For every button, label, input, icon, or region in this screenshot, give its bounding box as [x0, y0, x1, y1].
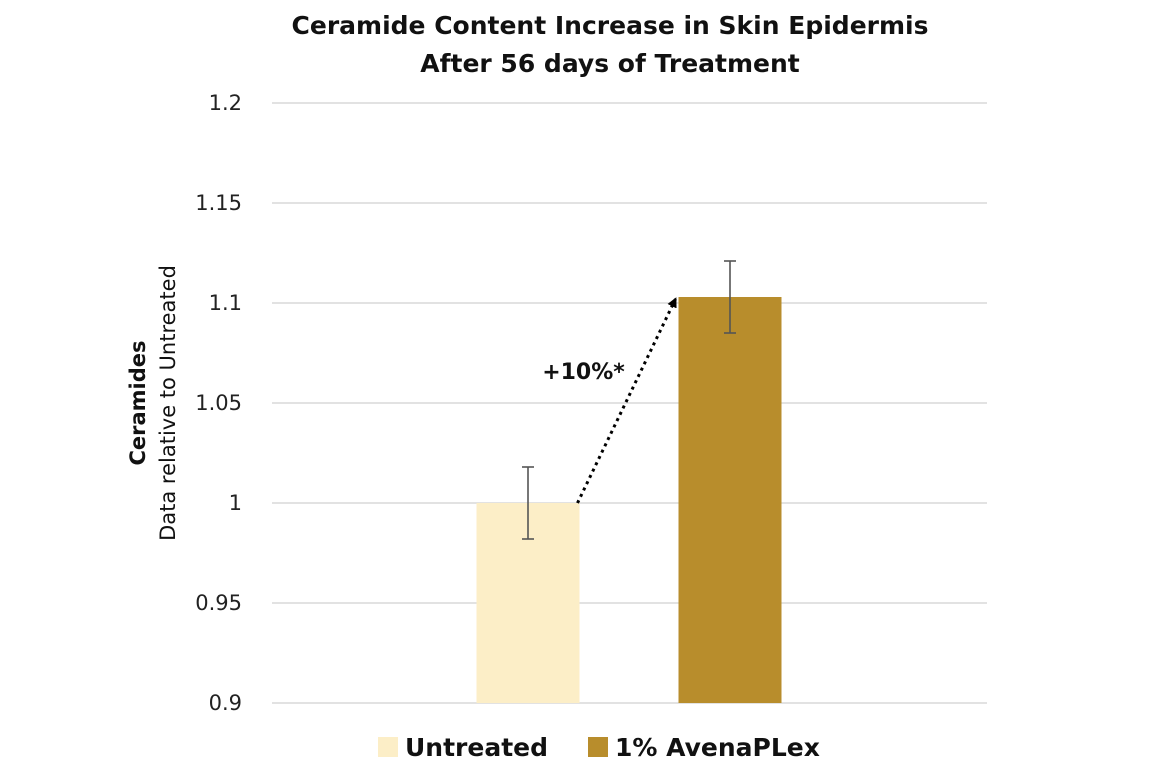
- bar-avenaplex: [678, 297, 782, 703]
- legend: Untreated 1% AvenaPLex: [378, 733, 820, 762]
- error-bar-untreated: [522, 466, 534, 540]
- y-tick-label: 0.9: [209, 691, 242, 715]
- gridlines: [272, 102, 987, 704]
- increase-label: +10%*: [542, 360, 625, 385]
- y-tick-label: 1.15: [195, 191, 242, 215]
- y-tick-label: 1: [229, 491, 242, 515]
- y-axis-label: Ceramides Data relative to Untreated: [126, 265, 180, 541]
- legend-swatch-untreated: [378, 737, 398, 757]
- bars: [476, 297, 782, 703]
- y-tick-label: 0.95: [195, 591, 242, 615]
- legend-label-avenaplex: 1% AvenaPLex: [615, 733, 820, 762]
- legend-swatch-avenaplex: [588, 737, 608, 757]
- y-tick-label: 1.1: [209, 291, 242, 315]
- annotation: +10%*: [542, 297, 677, 504]
- y-tick-label: 1.05: [195, 391, 242, 415]
- error-bars: [522, 260, 736, 540]
- chart-title-line-2: After 56 days of Treatment: [420, 49, 800, 78]
- y-axis-label-bold: Ceramides: [126, 340, 150, 465]
- chart-title-line-1: Ceramide Content Increase in Skin Epider…: [292, 11, 929, 40]
- y-axis-ticks: 0.9 0.95 1 1.05 1.1 1.15 1.2: [195, 91, 242, 715]
- y-axis-label-sub: Data relative to Untreated: [156, 265, 180, 541]
- legend-label-untreated: Untreated: [405, 733, 548, 762]
- increase-arrow: [576, 297, 677, 504]
- y-tick-label: 1.2: [209, 91, 242, 115]
- error-bar-avenaplex: [724, 260, 736, 334]
